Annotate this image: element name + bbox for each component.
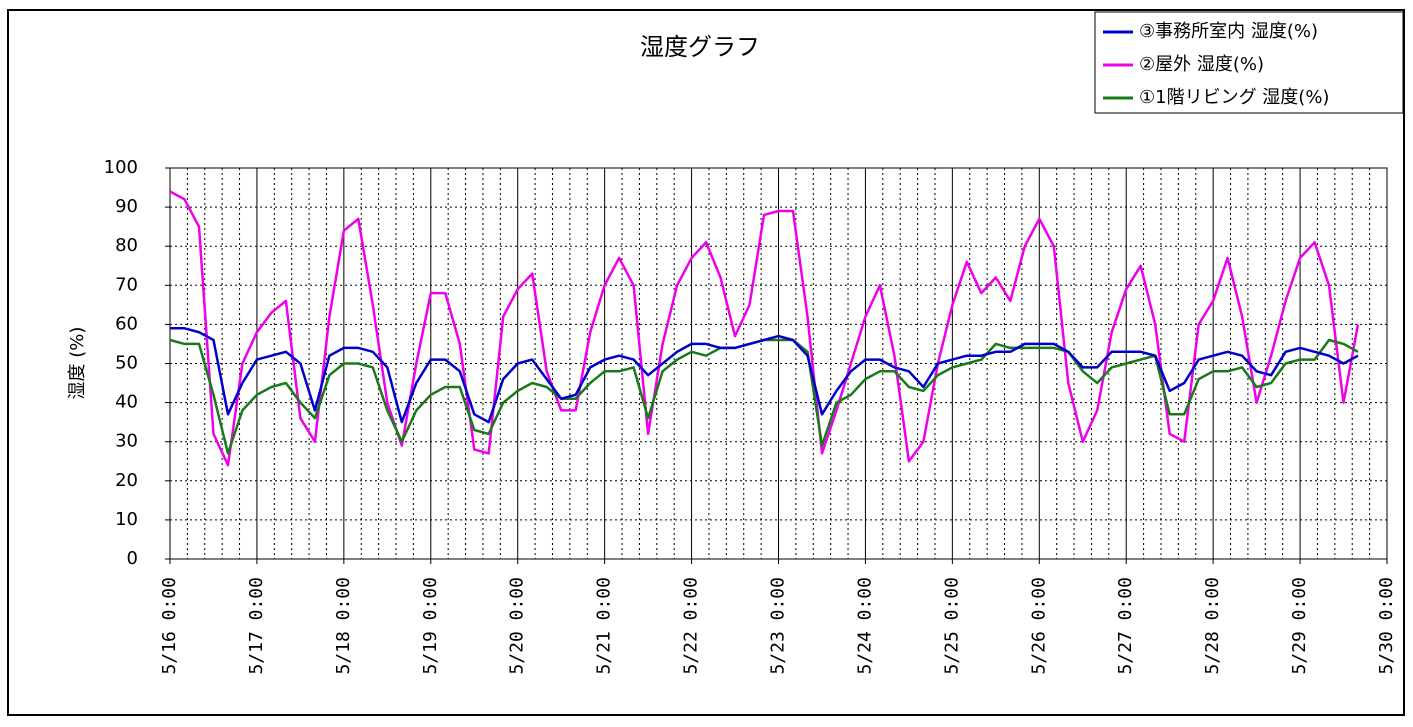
legend-box — [1094, 11, 1404, 114]
plot-border — [169, 167, 1388, 560]
legend-label: ①1階リビング 湿度(%) — [1139, 87, 1329, 108]
x-tick-label: 5/17 0:00 — [246, 577, 267, 675]
x-tick-label: 5/23 0:00 — [768, 577, 789, 675]
x-tick-label: 5/30 0:00 — [1376, 577, 1397, 675]
x-tick-label: 5/24 0:00 — [854, 577, 875, 675]
x-tick-label: 5/19 0:00 — [420, 577, 441, 675]
y-tick-label: 20 — [115, 470, 138, 491]
x-tick-label: 5/25 0:00 — [941, 577, 962, 675]
x-tick-label: 5/20 0:00 — [507, 577, 528, 675]
y-tick-label: 70 — [115, 274, 138, 295]
y-tick-label: 30 — [115, 431, 138, 452]
legend-label: ③事務所室内 湿度(%) — [1139, 21, 1318, 42]
x-tick-label: 5/16 0:00 — [159, 577, 180, 675]
x-tick-label: 5/29 0:00 — [1289, 577, 1310, 675]
y-tick-label: 60 — [115, 313, 138, 334]
y-tick-label: 100 — [104, 157, 138, 178]
y-axis-label: 湿度 (%) — [67, 327, 88, 400]
legend-label: ②屋外 湿度(%) — [1139, 54, 1264, 75]
series-line — [170, 327, 1359, 424]
x-tick-label: 5/18 0:00 — [333, 577, 354, 675]
series-line — [169, 190, 1360, 467]
y-tick-label: 0 — [127, 548, 138, 569]
x-tick-label: 5/22 0:00 — [681, 577, 702, 675]
x-tick-label: 5/26 0:00 — [1028, 577, 1049, 675]
x-tick-label: 5/21 0:00 — [594, 577, 615, 675]
x-tick-label: 5/27 0:00 — [1115, 577, 1136, 675]
y-tick-label: 50 — [115, 353, 138, 374]
y-tick-label: 40 — [115, 392, 138, 413]
y-tick-label: 90 — [115, 196, 138, 217]
y-tick-label: 80 — [115, 235, 138, 256]
y-tick-label: 10 — [115, 509, 138, 530]
chart-title: 湿度グラフ — [640, 33, 760, 61]
x-tick-label: 5/28 0:00 — [1202, 577, 1223, 675]
legend: ③事務所室内 湿度(%) ②屋外 湿度(%) ①1階リビング 湿度(%) — [1094, 11, 1404, 114]
